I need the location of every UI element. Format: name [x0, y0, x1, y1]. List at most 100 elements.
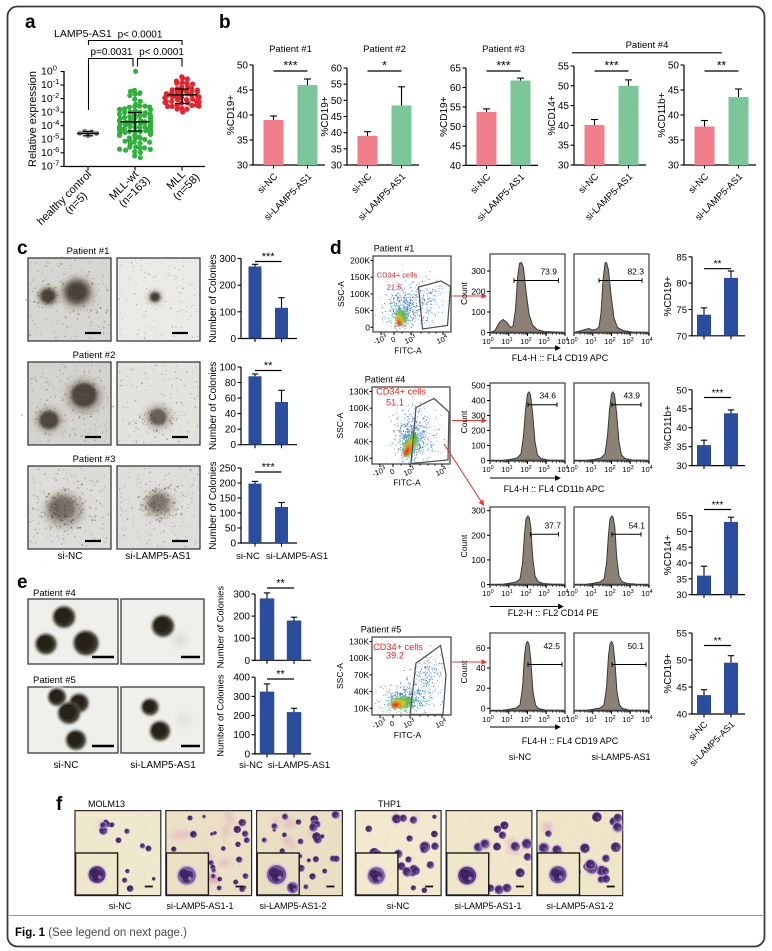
- svg-text:101: 101: [585, 589, 596, 598]
- svg-text:104: 104: [641, 337, 652, 346]
- svg-text:102: 102: [604, 715, 615, 724]
- svg-text:SSC-A: SSC-A: [335, 412, 345, 438]
- svg-text:35: 35: [676, 442, 687, 453]
- svg-text:si-NC: si-NC: [387, 901, 410, 911]
- svg-text:c: c: [17, 238, 28, 259]
- svg-text:70K: 70K: [354, 670, 369, 680]
- svg-text:***: ***: [496, 59, 510, 73]
- svg-text:45: 45: [668, 86, 680, 97]
- svg-text:40: 40: [676, 710, 687, 721]
- svg-text:100: 100: [482, 337, 493, 346]
- svg-text:70K: 70K: [354, 420, 369, 430]
- svg-text:%CD14+: %CD14+: [547, 95, 558, 135]
- svg-text:%CD19+: %CD19+: [663, 653, 674, 693]
- svg-text:101: 101: [501, 715, 512, 724]
- svg-text:40: 40: [558, 121, 570, 132]
- svg-text:200: 200: [233, 711, 250, 722]
- svg-text:50: 50: [676, 527, 687, 538]
- svg-text:130K: 130K: [349, 387, 369, 397]
- svg-text:FITC-A: FITC-A: [394, 730, 422, 740]
- svg-text:CD34+ cells: CD34+ cells: [377, 271, 418, 280]
- svg-text:42.5: 42.5: [543, 641, 560, 651]
- svg-text:35: 35: [676, 574, 687, 585]
- svg-text:LAMP5-AS1: LAMP5-AS1: [54, 28, 112, 40]
- svg-text:0: 0: [481, 328, 486, 338]
- svg-text:130K: 130K: [349, 637, 369, 647]
- svg-text:CD34+ cells: CD34+ cells: [373, 642, 423, 652]
- svg-text:103: 103: [538, 337, 549, 346]
- svg-text:104: 104: [557, 589, 568, 598]
- svg-text:**: **: [714, 636, 722, 647]
- svg-text:100: 100: [482, 465, 493, 474]
- svg-text:55: 55: [676, 629, 687, 640]
- svg-text:101: 101: [585, 465, 596, 474]
- svg-text:55: 55: [331, 80, 343, 91]
- svg-text:34.6: 34.6: [539, 391, 556, 401]
- svg-text:100: 100: [219, 509, 236, 520]
- svg-text:**: **: [264, 360, 273, 372]
- svg-text:104: 104: [641, 465, 652, 474]
- svg-text:30: 30: [676, 461, 687, 472]
- svg-text:50: 50: [668, 61, 680, 72]
- svg-text:100: 100: [482, 715, 493, 724]
- svg-text:60: 60: [476, 643, 486, 653]
- svg-text:Patient #5: Patient #5: [33, 675, 76, 686]
- svg-text:250: 250: [219, 464, 236, 475]
- svg-text:Count: Count: [459, 410, 469, 433]
- svg-text:35: 35: [558, 141, 570, 152]
- svg-text:45: 45: [237, 86, 249, 97]
- svg-text:CD34+ cells: CD34+ cells: [376, 387, 426, 397]
- svg-text:102: 102: [604, 465, 615, 474]
- svg-text:Number of Colonies: Number of Colonies: [208, 362, 219, 450]
- svg-text:0: 0: [481, 580, 486, 590]
- svg-text:Patient #2: Patient #2: [363, 44, 406, 55]
- svg-text:102: 102: [604, 337, 615, 346]
- svg-text:40: 40: [676, 423, 687, 434]
- svg-text:Number of Colonies: Number of Colonies: [216, 586, 226, 669]
- svg-text:104: 104: [641, 715, 652, 724]
- svg-text:102: 102: [520, 589, 531, 598]
- svg-text:si-LAMP5-AS1: si-LAMP5-AS1: [266, 551, 328, 562]
- svg-text:40: 40: [225, 409, 237, 420]
- svg-text:e: e: [17, 572, 28, 593]
- svg-text:Count: Count: [459, 282, 469, 305]
- svg-text:Patient #4: Patient #4: [365, 375, 406, 385]
- svg-text:FL2-H :: FL2 CD14 PE: FL2-H :: FL2 CD14 PE: [508, 608, 599, 618]
- svg-text:103: 103: [538, 465, 549, 474]
- svg-text:102: 102: [520, 465, 531, 474]
- svg-text:0: 0: [230, 334, 236, 345]
- svg-text:35: 35: [237, 136, 249, 147]
- svg-text:103: 103: [622, 589, 633, 598]
- svg-text:100K: 100K: [349, 653, 369, 663]
- svg-text:101: 101: [501, 465, 512, 474]
- svg-text:300: 300: [471, 411, 485, 421]
- svg-text:p< 0.0001: p< 0.0001: [139, 47, 184, 58]
- svg-text:***: ***: [604, 59, 618, 73]
- svg-text:0: 0: [388, 719, 395, 729]
- svg-text:45: 45: [676, 404, 687, 415]
- svg-text:103: 103: [622, 337, 633, 346]
- svg-text:20: 20: [476, 683, 486, 693]
- svg-text:50: 50: [237, 61, 249, 72]
- svg-text:si-LAMP5-AS1: si-LAMP5-AS1: [125, 551, 191, 562]
- svg-text:150: 150: [219, 494, 236, 505]
- svg-text:Patient #1: Patient #1: [374, 244, 415, 254]
- svg-text:THP1: THP1: [378, 799, 401, 809]
- svg-text:101: 101: [501, 589, 512, 598]
- svg-text:75: 75: [676, 305, 687, 316]
- svg-text:50: 50: [558, 81, 570, 92]
- svg-text:40: 40: [450, 161, 462, 172]
- svg-text:Patient #3: Patient #3: [482, 44, 525, 55]
- svg-text:55: 55: [676, 511, 687, 522]
- svg-text:80: 80: [225, 378, 237, 389]
- svg-text:40: 40: [668, 111, 680, 122]
- svg-text:Number of Colonies: Number of Colonies: [216, 674, 226, 757]
- svg-text:Patient #3: Patient #3: [73, 454, 116, 465]
- svg-text:37.7: 37.7: [544, 520, 561, 530]
- svg-text:10K: 10K: [354, 453, 369, 463]
- svg-text:50.1: 50.1: [627, 641, 644, 651]
- svg-text:100: 100: [471, 307, 485, 317]
- svg-text:si-LAMP5-AS1: si-LAMP5-AS1: [130, 760, 196, 771]
- svg-text:**: **: [714, 259, 722, 270]
- svg-text:30: 30: [237, 161, 249, 172]
